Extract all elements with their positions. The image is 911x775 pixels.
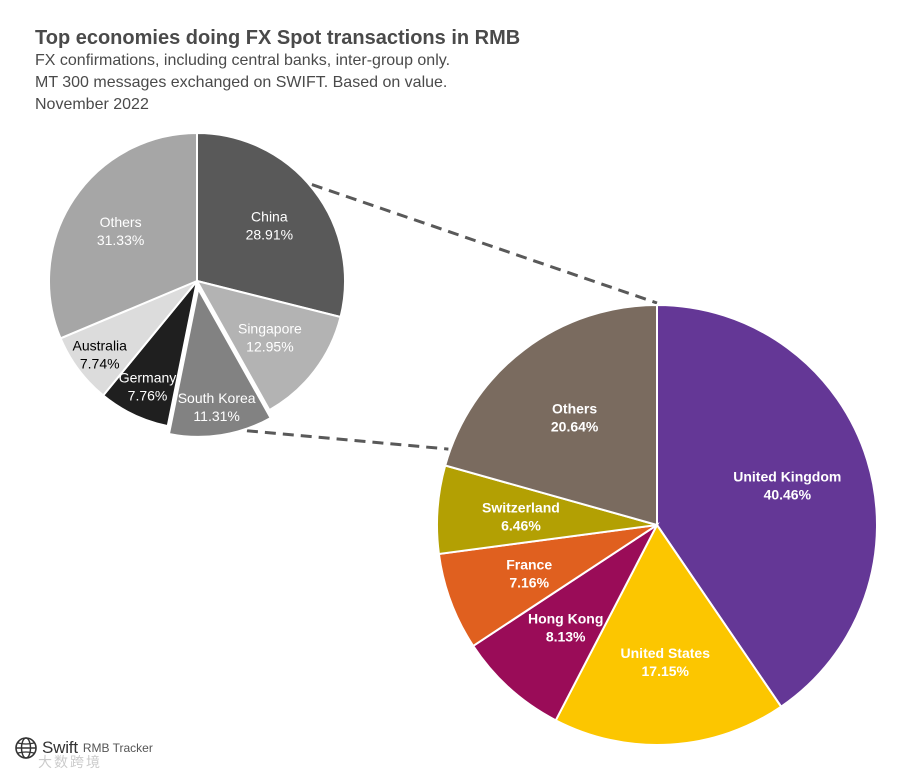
slice-name: United States [621, 645, 711, 661]
pie-label-small-china: China 28.91% [246, 209, 293, 243]
pie-chart-south-korea-breakdown: United Kingdom 40.46% United States 17.15% H… [436, 303, 878, 746]
globe-icon [15, 737, 37, 759]
pie-slice-small-south-korea [167, 286, 273, 438]
slice-name: Australia [72, 338, 127, 354]
slice-name: Singapore [238, 321, 302, 337]
footer: Swift RMB Tracker [14, 736, 153, 760]
pie-label-small-south-korea: South Korea 11.31% [178, 390, 256, 424]
chart-title: Top economies doing FX Spot transactions… [35, 27, 521, 49]
slice-value: 40.46% [764, 487, 812, 503]
slice-name: United Kingdom [733, 469, 841, 485]
pie-slice-large-others [443, 303, 658, 527]
pie-label-small-germany: Germany 7.76% [119, 369, 177, 403]
slice-value: 31.33% [97, 232, 144, 248]
slice-value: 6.46% [501, 517, 541, 533]
pie-label-small-singapore: Singapore 12.95% [238, 321, 302, 355]
slice-name: China [251, 209, 288, 225]
slice-name: Hong Kong [528, 610, 603, 626]
pie-slice-small-singapore [194, 279, 342, 412]
pie-chart-top-economies: China 28.91% Singapore 12.95% South Korea 11.… [48, 131, 346, 438]
pie-label-large-france: France 7.16% [506, 557, 552, 591]
watermark: 大数跨境 [38, 754, 102, 770]
slice-value: 7.76% [128, 387, 168, 403]
pie-label-small-australia: Australia 7.74% [72, 338, 127, 372]
chart-subtitle-line-2: MT 300 messages exchanged on SWIFT. Base… [35, 74, 448, 91]
pie-slice-large-united-kingdom [656, 303, 878, 709]
slice-name: France [506, 557, 552, 573]
slice-value: 11.31% [193, 408, 239, 424]
slice-value: 7.16% [509, 575, 549, 591]
pie-label-small-others: Others 31.33% [97, 214, 144, 248]
connector-line-upper [311, 183, 658, 305]
pie-label-large-switzerland: Switzerland 6.46% [482, 499, 560, 533]
pie-connector-lines [246, 183, 658, 451]
chart-subtitle-line-3: November 2022 [35, 96, 149, 113]
pie-label-large-united-kingdom: United Kingdom 40.46% [733, 469, 841, 503]
slice-value: 20.64% [551, 418, 599, 434]
product-name: RMB Tracker [82, 741, 153, 755]
slice-name: Switzerland [482, 499, 560, 515]
pie-slice-large-hong-kong [471, 522, 660, 722]
pie-slice-large-france [437, 524, 658, 648]
pie-slice-small-china [196, 131, 346, 319]
slice-value: 12.95% [246, 339, 293, 355]
pie-label-large-united-states: United States 17.15% [621, 645, 711, 679]
slice-name: South Korea [178, 390, 256, 406]
chart-subtitle-line-1: FX confirmations, including central bank… [35, 52, 451, 69]
slice-value: 17.15% [642, 663, 690, 679]
slice-name: Germany [119, 369, 177, 385]
pie-slice-small-others [48, 131, 198, 340]
slice-value: 28.91% [246, 227, 293, 243]
connector-line-lower [246, 429, 449, 451]
slice-name: Others [100, 214, 142, 230]
pie-label-large-hong-kong: Hong Kong 8.13% [528, 610, 603, 644]
slice-name: Others [552, 400, 597, 416]
pie-slice-large-united-states [554, 523, 783, 746]
pie-label-large-others: Others 20.64% [551, 400, 599, 434]
slice-value: 7.74% [80, 356, 120, 372]
chart-header: Top economies doing FX Spot transactions… [35, 26, 520, 116]
slice-value: 8.13% [546, 628, 586, 644]
brand-logo-text: Swift [42, 738, 78, 757]
